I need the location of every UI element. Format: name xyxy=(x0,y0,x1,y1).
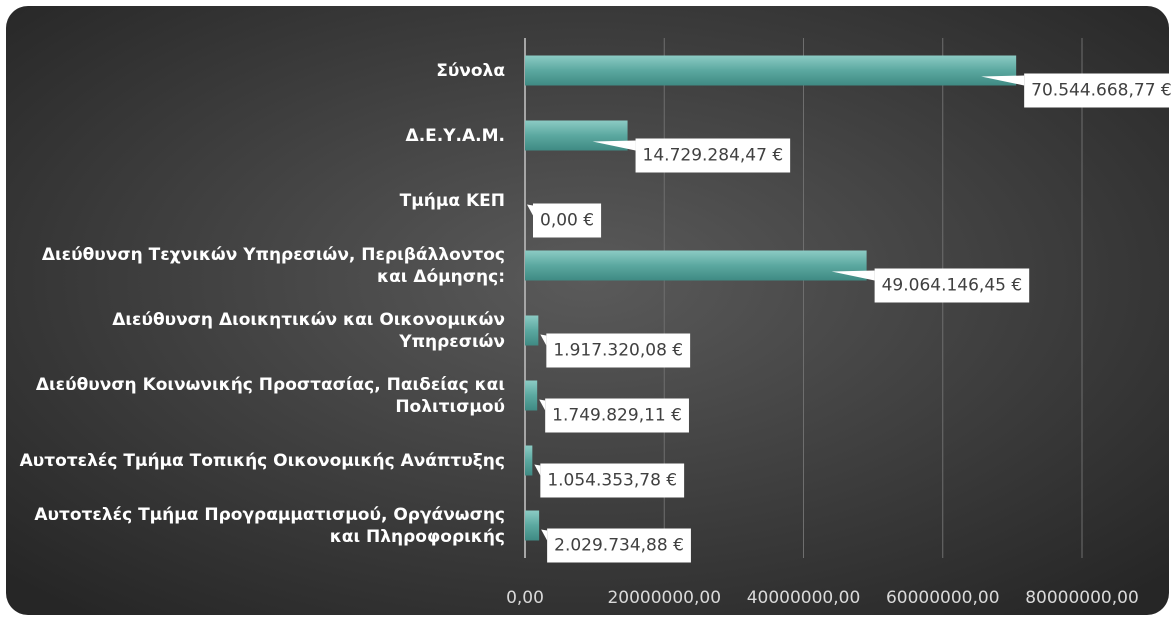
y-tick-label: Διεύθυνση Κοινωνικής Προστασίας, Παιδεία… xyxy=(10,366,505,426)
value-label: 2.029.734,88 € xyxy=(541,528,691,563)
y-tick-label: Διεύθυνση Διοικητικών και Οικονομικών Υπ… xyxy=(10,301,505,361)
callout-pointer xyxy=(539,399,546,411)
value-label-box xyxy=(546,333,691,368)
value-label-text: 0,00 € xyxy=(540,211,594,231)
y-tick-text: Αυτοτελές Τμήμα Προγραμματισμού, Οργάνωσ… xyxy=(34,504,505,547)
value-label-text: 2.029.734,88 € xyxy=(554,536,684,556)
x-tick-label: 60000000,00 xyxy=(886,588,1000,608)
value-label-box xyxy=(635,138,791,173)
callout-pointer xyxy=(540,334,547,346)
value-label: 70.544.668,77 € xyxy=(981,73,1175,108)
bar xyxy=(525,445,533,476)
value-label: 14.729.284,47 € xyxy=(592,138,791,173)
value-label-box xyxy=(545,398,689,433)
y-tick-text: Διεύθυνση Τεχνικών Υπηρεσιών, Περιβάλλον… xyxy=(41,244,505,287)
y-tick-label: Διεύθυνση Τεχνικών Υπηρεσιών, Περιβάλλον… xyxy=(10,236,505,296)
callout-pointer xyxy=(527,204,533,216)
y-tick-label: Δ.Ε.Υ.Α.Μ. xyxy=(10,106,505,166)
x-tick-label: 0,00 xyxy=(506,588,544,608)
x-tick-label: 40000000,00 xyxy=(747,588,861,608)
bar xyxy=(525,250,867,281)
bar xyxy=(525,315,539,346)
bar xyxy=(525,55,1017,86)
y-tick-label: Αυτοτελές Τμήμα Προγραμματισμού, Οργάνωσ… xyxy=(10,496,505,556)
value-label-text: 1.054.353,78 € xyxy=(547,471,677,491)
y-tick-text: Δ.Ε.Υ.Α.Μ. xyxy=(405,125,505,146)
value-label: 1.917.320,08 € xyxy=(540,333,691,368)
x-tick-label: 80000000,00 xyxy=(1025,588,1139,608)
x-tick-label: 20000000,00 xyxy=(607,588,721,608)
value-label: 49.064.146,45 € xyxy=(831,268,1030,303)
value-label-text: 14.729.284,47 € xyxy=(643,146,784,166)
y-tick-text: Σύνολα xyxy=(436,60,505,81)
value-label: 0,00 € xyxy=(527,203,602,238)
y-tick-label: Αυτοτελές Τμήμα Τοπικής Οικονομικής Ανάπ… xyxy=(10,431,505,491)
background xyxy=(6,6,1169,615)
y-tick-label: Σύνολα xyxy=(10,41,505,101)
value-label: 1.054.353,78 € xyxy=(534,463,685,498)
value-label: 1.749.829,11 € xyxy=(539,398,689,433)
bar xyxy=(525,510,540,541)
value-label-box xyxy=(874,268,1030,303)
callout-pointer xyxy=(541,529,548,541)
value-label-box xyxy=(547,528,691,563)
value-label-box xyxy=(1024,73,1175,108)
callout-pointer xyxy=(534,464,541,476)
y-tick-text: Διεύθυνση Κοινωνικής Προστασίας, Παιδεία… xyxy=(35,374,505,417)
bar xyxy=(525,380,538,411)
y-tick-text: Τμήμα ΚΕΠ xyxy=(399,190,505,211)
value-label-text: 1.749.829,11 € xyxy=(552,406,682,426)
callout-pointer xyxy=(981,75,1025,86)
value-label-box xyxy=(540,463,685,498)
callout-pointer xyxy=(592,140,636,151)
y-tick-label: Τμήμα ΚΕΠ xyxy=(10,171,505,231)
y-tick-text: Αυτοτελές Τμήμα Τοπικής Οικονομικής Ανάπ… xyxy=(19,450,505,471)
y-tick-text: Διεύθυνση Διοικητικών και Οικονομικών Υπ… xyxy=(112,309,505,352)
value-label-text: 49.064.146,45 € xyxy=(882,276,1023,296)
callout-pointer xyxy=(831,270,875,281)
bar xyxy=(525,120,628,151)
value-label-text: 1.917.320,08 € xyxy=(553,341,683,361)
value-label-box xyxy=(533,203,602,238)
value-label-text: 70.544.668,77 € xyxy=(1031,81,1172,101)
